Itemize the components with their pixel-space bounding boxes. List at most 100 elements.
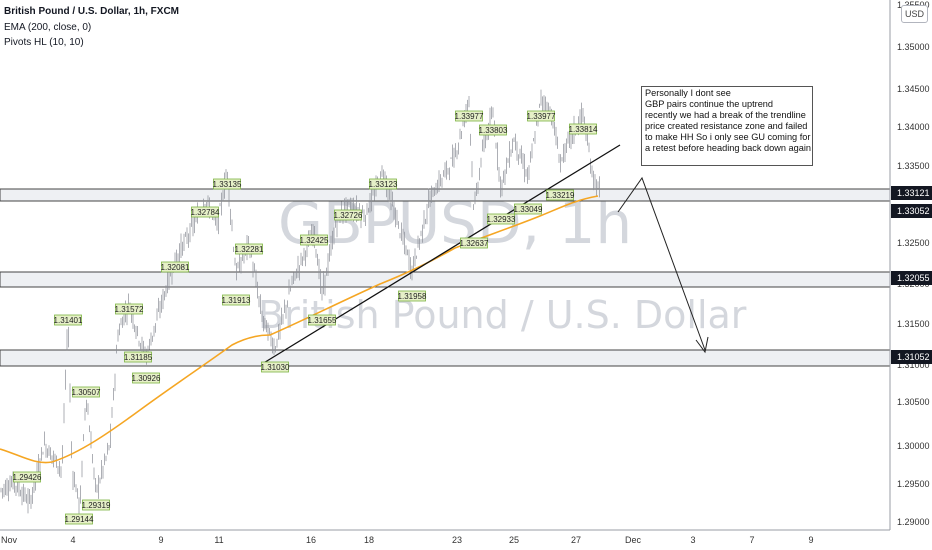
pivots-legend[interactable]: Pivots HL (10, 10) [4, 37, 84, 48]
price-line-label-box [891, 186, 932, 200]
pivot-tag-label: 1.33803 [479, 126, 508, 135]
pivot-tag-box [300, 234, 328, 246]
annotation-line: Personally I dont see [645, 88, 731, 98]
pivot-tag-box [132, 372, 160, 384]
price-tick-label: 1.30500 [897, 397, 930, 407]
annotation-note: Personally I dont see GBP pairs continue… [641, 86, 813, 166]
time-tick-label: Nov [1, 535, 18, 545]
projection-path [617, 176, 706, 351]
pivot-tag-box [222, 294, 250, 306]
pivot-tag-box [479, 124, 507, 136]
pivot-tag-box [82, 499, 110, 511]
support-zone-1-32 [0, 271, 891, 288]
price-tick-label: 1.31000 [897, 360, 930, 370]
price-tick-label: 1.34000 [897, 122, 930, 132]
time-axis[interactable]: Nov 4 9 11 16 18 23 25 27 Dec 3 7 9 [1, 535, 814, 545]
pivot-tag-box [460, 237, 488, 249]
time-tick-label: 18 [364, 535, 374, 545]
pivot-tag-label: 1.31185 [124, 353, 153, 362]
pivot-tag-box [398, 290, 426, 302]
pivot-tag-label: 1.32081 [161, 263, 190, 272]
projection-arrowhead [695, 336, 709, 354]
price-line-label-box [891, 204, 932, 218]
ema-legend[interactable]: EMA (200, close, 0) [4, 22, 92, 33]
price-tick-label: 1.31500 [897, 319, 930, 329]
pivot-tag-box [235, 243, 263, 255]
pivot-labels: 1.29426 1.31401 1.29144 1.30507 1.29319 1.315… [13, 110, 598, 525]
pivot-tag-label: 1.32425 [300, 236, 329, 245]
pivot-tag-label: 1.31401 [54, 316, 83, 325]
pivot-tag-label: 1.33123 [369, 180, 398, 189]
time-tick-label: 9 [158, 535, 163, 545]
pivot-tag-box [546, 189, 574, 201]
ema-200-line [0, 195, 599, 464]
pivot-tag-box [261, 361, 289, 373]
pivot-tag-label: 1.30507 [72, 388, 101, 397]
price-tick-label: 1.33500 [897, 161, 930, 171]
pivot-tag-label: 1.32281 [235, 245, 264, 254]
pivot-tag-label: 1.31030 [261, 363, 290, 372]
pivot-tag-label: 1.32637 [460, 239, 489, 248]
time-tick-label: 27 [571, 535, 581, 545]
price-tick-label: 1.32500 [897, 238, 930, 248]
pivot-tag-box [191, 206, 219, 218]
price-tick-label: 1.30000 [897, 441, 930, 451]
annotation-line: GBP pairs continue the uptrend [645, 99, 774, 109]
price-tick-label: 1.29000 [897, 517, 930, 527]
pivot-tag-box [308, 314, 336, 326]
pivot-tag-box [161, 261, 189, 273]
uptrend-trendline [261, 144, 621, 365]
price-line-label-box [891, 350, 932, 364]
pivot-tag-box [569, 123, 597, 135]
pivot-tag-box [124, 351, 152, 363]
pivot-tag-label: 1.29319 [82, 501, 111, 510]
pivot-tag-label: 1.33219 [546, 191, 575, 200]
pivot-tag-box [65, 513, 93, 525]
pivot-tag-label: 1.31958 [398, 292, 427, 301]
pivot-tag-label: 1.32933 [487, 215, 516, 224]
currency-button[interactable]: USD [901, 5, 928, 23]
pivot-tag-label: 1.32726 [334, 211, 363, 220]
pivot-tag-box [334, 209, 362, 221]
watermark-name: British Pound / U.S. Dollar [258, 293, 747, 337]
pivot-tag-box [455, 110, 483, 122]
price-line-label-box [891, 271, 932, 285]
time-tick-label: 4 [70, 535, 75, 545]
pivot-tag-box [213, 178, 241, 190]
annotation-line: a retest before heading back down again [645, 143, 812, 153]
pivot-tag-box [527, 110, 555, 122]
time-tick-label: Dec [625, 535, 642, 545]
pivot-tag-box [72, 386, 100, 398]
pivot-tag-label: 1.30926 [132, 374, 161, 383]
price-tick-label: 1.29500 [897, 479, 930, 489]
pivot-tag-label: 1.29144 [65, 515, 94, 524]
pivot-tag-label: 1.33049 [514, 205, 543, 214]
pivot-tag-box [369, 178, 397, 190]
pivot-tag-label: 1.31655 [308, 316, 337, 325]
pivot-tag-label: 1.33977 [455, 112, 484, 121]
pivot-tag-box [514, 203, 542, 215]
annotation-line: to make HH So i only see GU coming for [645, 132, 811, 142]
price-line-labels: 1.33121 1.33052 1.32055 1.31052 [891, 186, 932, 364]
price-tick-label: 1.34500 [897, 84, 930, 94]
pivot-tag-box [487, 213, 515, 225]
pivot-tag-label: 1.33135 [213, 180, 242, 189]
price-axis[interactable]: 1.355001.350001.345001.340001.335001.325… [897, 0, 930, 527]
price-line-label: 1.33052 [897, 206, 930, 216]
time-tick-label: 16 [306, 535, 316, 545]
support-resistance-zones [0, 188, 891, 367]
pivot-tag-label: 1.31572 [115, 305, 144, 314]
time-tick-label: 11 [214, 535, 223, 545]
time-tick-label: 7 [749, 535, 754, 545]
pivot-tag-box [54, 314, 82, 326]
pivot-tag-label: 1.31913 [222, 296, 251, 305]
time-tick-label: 9 [808, 535, 813, 545]
time-tick-label: 23 [452, 535, 462, 545]
symbol-legend: British Pound / U.S. Dollar, 1h, FXCM [4, 6, 180, 17]
time-tick-label: 3 [690, 535, 695, 545]
pivot-tag-box [13, 471, 41, 483]
price-line-label: 1.32055 [897, 273, 930, 283]
pivot-tag-label: 1.33977 [527, 112, 556, 121]
time-tick-label: 25 [509, 535, 519, 545]
